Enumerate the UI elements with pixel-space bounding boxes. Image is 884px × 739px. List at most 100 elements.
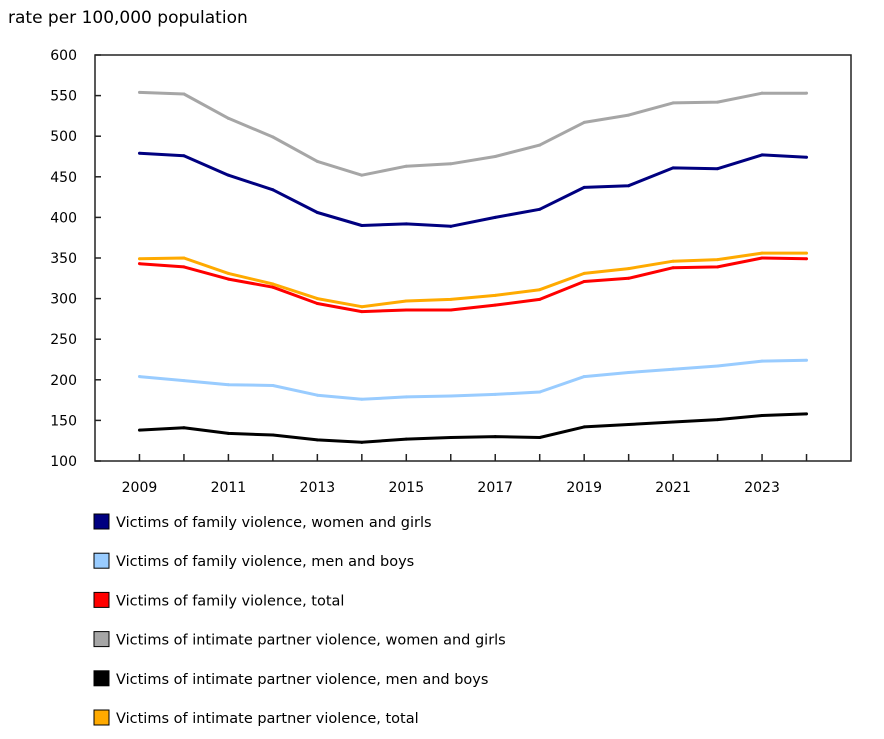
data-point [404,308,408,312]
y-tick-label: 350 [50,251,77,267]
x-tick-label: 2021 [655,480,691,496]
data-point [671,420,675,424]
data-point [805,91,809,95]
data-point [360,310,364,314]
data-point [493,435,497,439]
legend-swatch [93,513,110,530]
data-point [449,394,453,398]
data-point [760,414,764,418]
data-point [627,370,631,374]
y-tick-label: 400 [50,210,77,226]
data-point [760,251,764,255]
data-point [404,395,408,399]
data-point [360,305,364,309]
data-point [271,285,275,289]
data-point [493,293,497,297]
data-point [449,308,453,312]
data-point [671,259,675,263]
data-point [449,435,453,439]
data-point [538,297,542,301]
data-point [493,215,497,219]
y-tick-label: 200 [50,373,77,389]
legend-swatch [93,670,110,687]
data-point [137,375,141,379]
legend-swatch [93,552,110,569]
data-point [627,113,631,117]
legend-swatch [93,591,110,608]
data-point [182,92,186,96]
y-tick-label: 150 [50,413,77,429]
data-point [760,153,764,157]
data-point [182,426,186,430]
y-tick-label: 500 [50,129,77,145]
y-axis-label: rate per 100,000 population [8,8,248,28]
data-point [671,101,675,105]
data-point [271,135,275,139]
data-point [404,164,408,168]
data-point [805,358,809,362]
data-point [182,154,186,158]
legend-item: Victims of intimate partner violence, me… [93,670,488,688]
data-point [137,151,141,155]
data-point [493,392,497,396]
data-point [716,167,720,171]
data-point [137,257,141,261]
series-line-1 [139,358,807,401]
data-point [226,277,230,281]
data-point [404,437,408,441]
data-point [182,379,186,383]
data-point [315,297,319,301]
data-point [449,297,453,301]
data-point [493,155,497,158]
data-point [360,173,364,177]
data-point [760,256,764,260]
data-point [226,431,230,435]
series-line-2 [139,256,807,314]
x-tick-label: 2013 [300,480,336,496]
y-tick-label: 450 [50,170,77,186]
legend-item: Victims of family violence, men and boys [93,552,414,570]
data-point [315,211,319,215]
data-point [404,299,408,303]
data-point [716,418,720,422]
data-point [760,359,764,363]
legend-label: Victims of intimate partner violence, me… [116,672,488,688]
data-point [360,397,364,401]
data-point [716,100,720,104]
legend-item: Victims of intimate partner violence, to… [93,709,419,727]
data-point [360,224,364,228]
legend-swatch [93,709,110,726]
series-line-3 [139,90,807,177]
data-point [582,271,586,275]
data-point [226,116,230,120]
data-point [449,162,453,166]
data-point [271,188,275,192]
data-point [271,282,275,286]
data-point [538,288,542,292]
data-point [627,267,631,271]
data-point [671,367,675,371]
data-point [582,280,586,284]
series-line-0 [139,151,807,228]
data-point [182,256,186,260]
data-point [716,265,720,269]
plot-area: 100 150 200 250 300 350 400 450 500 550 600 2009 201… [50,48,852,496]
data-point [271,433,275,437]
data-point [226,271,230,275]
data-point [671,166,675,170]
data-point [582,375,586,379]
data-point [137,262,141,266]
data-point [805,257,809,261]
data-point [137,428,141,432]
data-point [760,91,764,95]
x-tick-label: 2023 [744,480,780,496]
data-point [627,276,631,280]
data-point [182,265,186,269]
legend-label: Victims of family violence, women and gi… [116,515,432,531]
data-point [315,301,319,305]
data-point [493,303,497,307]
y-tick-label: 600 [50,48,77,64]
data-point [805,155,809,159]
x-tick-label: 2015 [388,480,424,496]
